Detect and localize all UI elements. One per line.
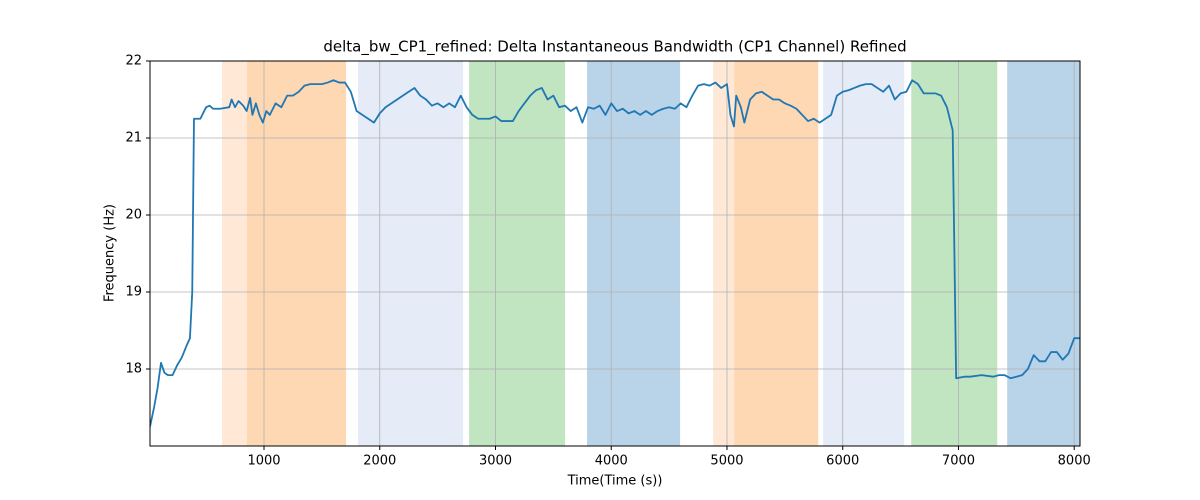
- x-tick-label: 6000: [826, 454, 859, 469]
- shaded-span: [734, 61, 819, 446]
- x-axis-label: Time(Time (s)): [567, 474, 663, 489]
- x-tick-label: 7000: [942, 454, 975, 469]
- y-tick-label: 22: [125, 54, 142, 69]
- x-tick-label: 5000: [710, 454, 743, 469]
- y-axis-label: Frequency (Hz): [103, 204, 118, 302]
- x-tick-label: 2000: [363, 454, 396, 469]
- y-tick-label: 18: [125, 362, 142, 377]
- plot-frame: [149, 60, 1081, 447]
- x-tick-label: 4000: [595, 454, 628, 469]
- y-tick-label: 19: [125, 285, 142, 300]
- shaded-span: [469, 61, 566, 446]
- y-tick-label: 20: [125, 208, 142, 223]
- x-tick-label: 8000: [1058, 454, 1091, 469]
- shaded-span: [587, 61, 681, 446]
- shaded-span: [823, 61, 905, 446]
- data-line: [150, 79, 1080, 427]
- shaded-span: [1007, 61, 1080, 446]
- chart-title: delta_bw_CP1_refined: Delta Instantaneou…: [323, 38, 906, 57]
- shaded-span: [713, 61, 735, 446]
- shaded-span: [357, 61, 464, 446]
- shaded-span: [246, 61, 347, 446]
- x-tick-label: 1000: [247, 454, 280, 469]
- x-tick-label: 3000: [479, 454, 512, 469]
- shaded-span: [221, 61, 247, 446]
- y-tick-label: 21: [125, 131, 142, 146]
